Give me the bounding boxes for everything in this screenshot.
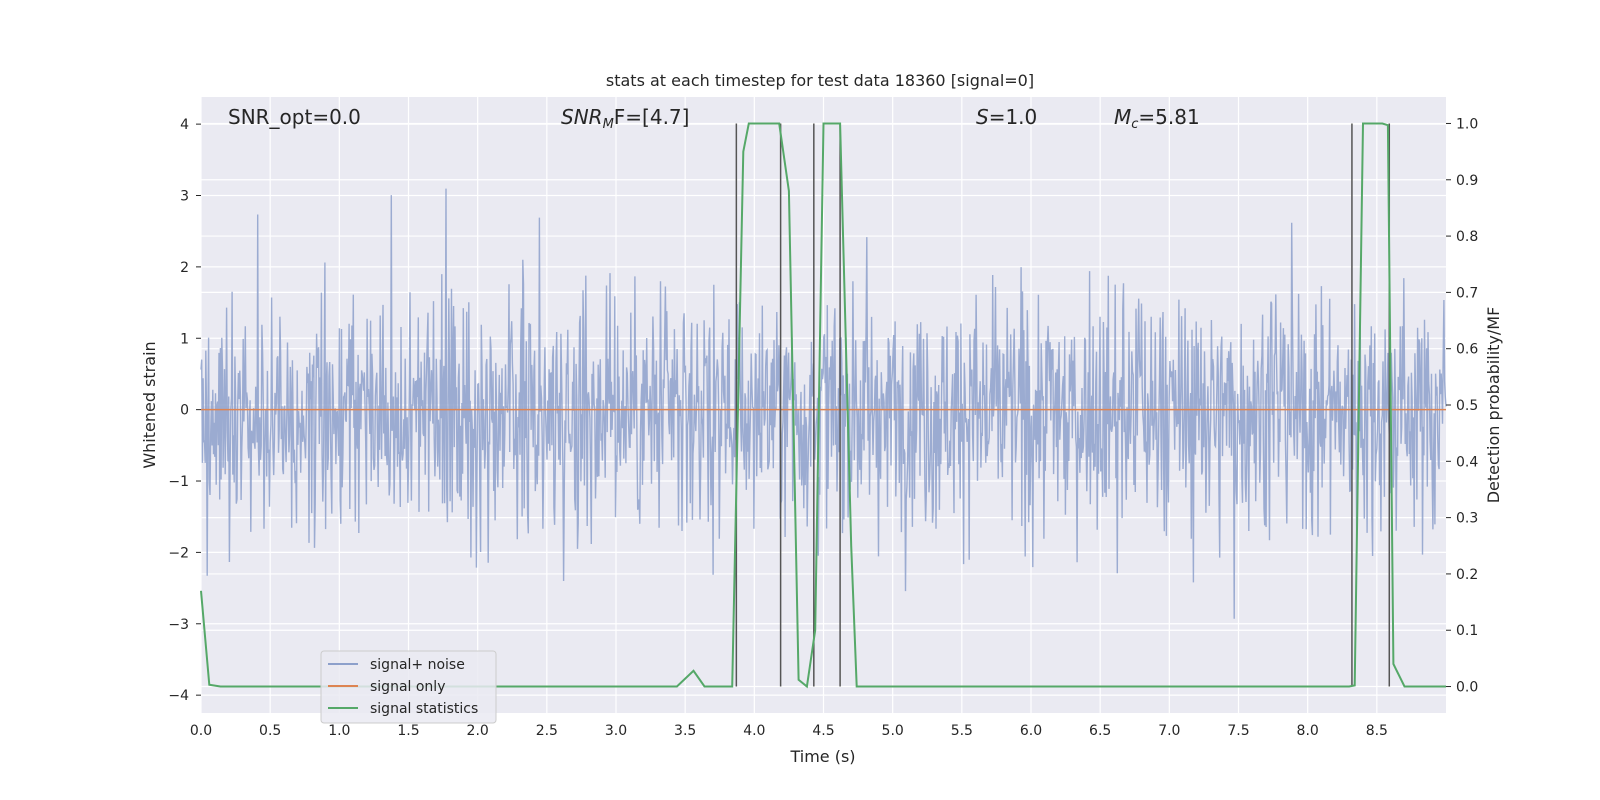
- annotation-mc: Mc=5.81: [1114, 105, 1200, 132]
- y-tick-label: 3: [180, 189, 189, 205]
- x-tick-label: 5.0: [882, 723, 904, 739]
- annotation-snr-mf-main: SNR: [561, 105, 603, 129]
- x-tick-label: 5.5: [951, 723, 973, 739]
- x-tick-label: 6.5: [1089, 723, 1111, 739]
- legend-label-noise: signal+ noise: [370, 657, 465, 673]
- y2-tick-label: 0.6: [1456, 342, 1478, 358]
- annotation-snr-mf-rest: F=[4.7]: [614, 105, 690, 129]
- y-tick-label: 2: [180, 260, 189, 276]
- legend: signal+ noise signal only signal statist…: [320, 650, 497, 724]
- legend-box: [320, 650, 497, 724]
- y-tick-label: −1: [168, 474, 189, 490]
- annotation-snr-mf-sub: M: [603, 117, 614, 132]
- y2-tick-label: 0.2: [1456, 567, 1478, 583]
- y2-tick-label: 0.8: [1456, 229, 1478, 245]
- y2-ticks: 1.0 0.9 0.8 0.7 0.6 0.5 0.4 0.3 0.2 0.1 0.0: [1446, 116, 1478, 696]
- annotation-snr-opt: SNR_opt=0.0: [228, 105, 361, 129]
- signal-statistics-series: [200, 122, 1446, 689]
- chart-title: stats at each timestep for test data 183…: [606, 71, 1034, 90]
- x-tick-label: 3.0: [605, 723, 627, 739]
- y-axis-label: Whitened strain: [140, 341, 159, 468]
- x-tick-label: 0.0: [190, 723, 212, 739]
- annotation-s-main: S: [976, 105, 989, 129]
- annotation-s-rest: =1.0: [989, 105, 1038, 129]
- legend-label-stats: signal statistics: [370, 701, 478, 717]
- annotation-mc-main: M: [1114, 105, 1131, 129]
- y-tick-label: 0: [180, 403, 189, 419]
- x-tick-label: 2.5: [536, 723, 558, 739]
- y2-tick-label: 1.0: [1456, 116, 1478, 132]
- x-tick-label: 1.5: [397, 723, 419, 739]
- x-tick-label: 2.0: [467, 723, 489, 739]
- signal-noise-line: [200, 188, 1447, 619]
- annotation-s: S=1.0: [976, 105, 1037, 129]
- annotation-snr-mf: SNRMF=[4.7]: [561, 105, 689, 132]
- y2-tick-label: 0.9: [1456, 173, 1478, 189]
- x-tick-label: 3.5: [674, 723, 696, 739]
- x-tick-label: 7.5: [1227, 723, 1249, 739]
- y-tick-label: −2: [168, 545, 189, 561]
- y2-tick-label: 0.1: [1456, 623, 1478, 639]
- y2-tick-label: 0.7: [1456, 285, 1478, 301]
- x-tick-label: 6.0: [1020, 723, 1042, 739]
- y2-tick-label: 0.0: [1456, 680, 1478, 696]
- annotation-mc-sub: c: [1131, 117, 1138, 132]
- x-tick-label: 7.0: [1158, 723, 1180, 739]
- x-axis-label: Time (s): [789, 747, 855, 766]
- annotation-mc-rest: =5.81: [1138, 105, 1199, 129]
- x-tick-label: 8.5: [1366, 723, 1388, 739]
- x-ticks: 0.0 0.5 1.0 1.5 2.0 2.5 3.0 3.5 4.0 4.5 5.0 5.5 6.0 6…: [190, 723, 1388, 739]
- y-tick-label: 4: [180, 117, 189, 133]
- y2-tick-label: 0.5: [1456, 398, 1478, 414]
- y-tick-label: −4: [168, 688, 189, 704]
- signal-noise-series: [200, 188, 1447, 619]
- y2-tick-label: 0.3: [1456, 511, 1478, 527]
- y-tick-label: 1: [180, 331, 189, 347]
- legend-label-signal: signal only: [370, 679, 445, 695]
- y2-tick-label: 0.4: [1456, 454, 1478, 470]
- signal-statistics-line: [200, 122, 1446, 689]
- x-tick-label: 4.0: [743, 723, 765, 739]
- x-tick-label: 8.0: [1297, 723, 1319, 739]
- y2-axis-label: Detection probability/MF: [1484, 307, 1503, 504]
- x-tick-label: 1.0: [328, 723, 350, 739]
- x-tick-label: 0.5: [259, 723, 281, 739]
- y-ticks: 4 3 2 1 0 −1 −2 −3 −4: [168, 117, 201, 704]
- x-tick-label: 4.5: [812, 723, 834, 739]
- y-tick-label: −3: [168, 617, 189, 633]
